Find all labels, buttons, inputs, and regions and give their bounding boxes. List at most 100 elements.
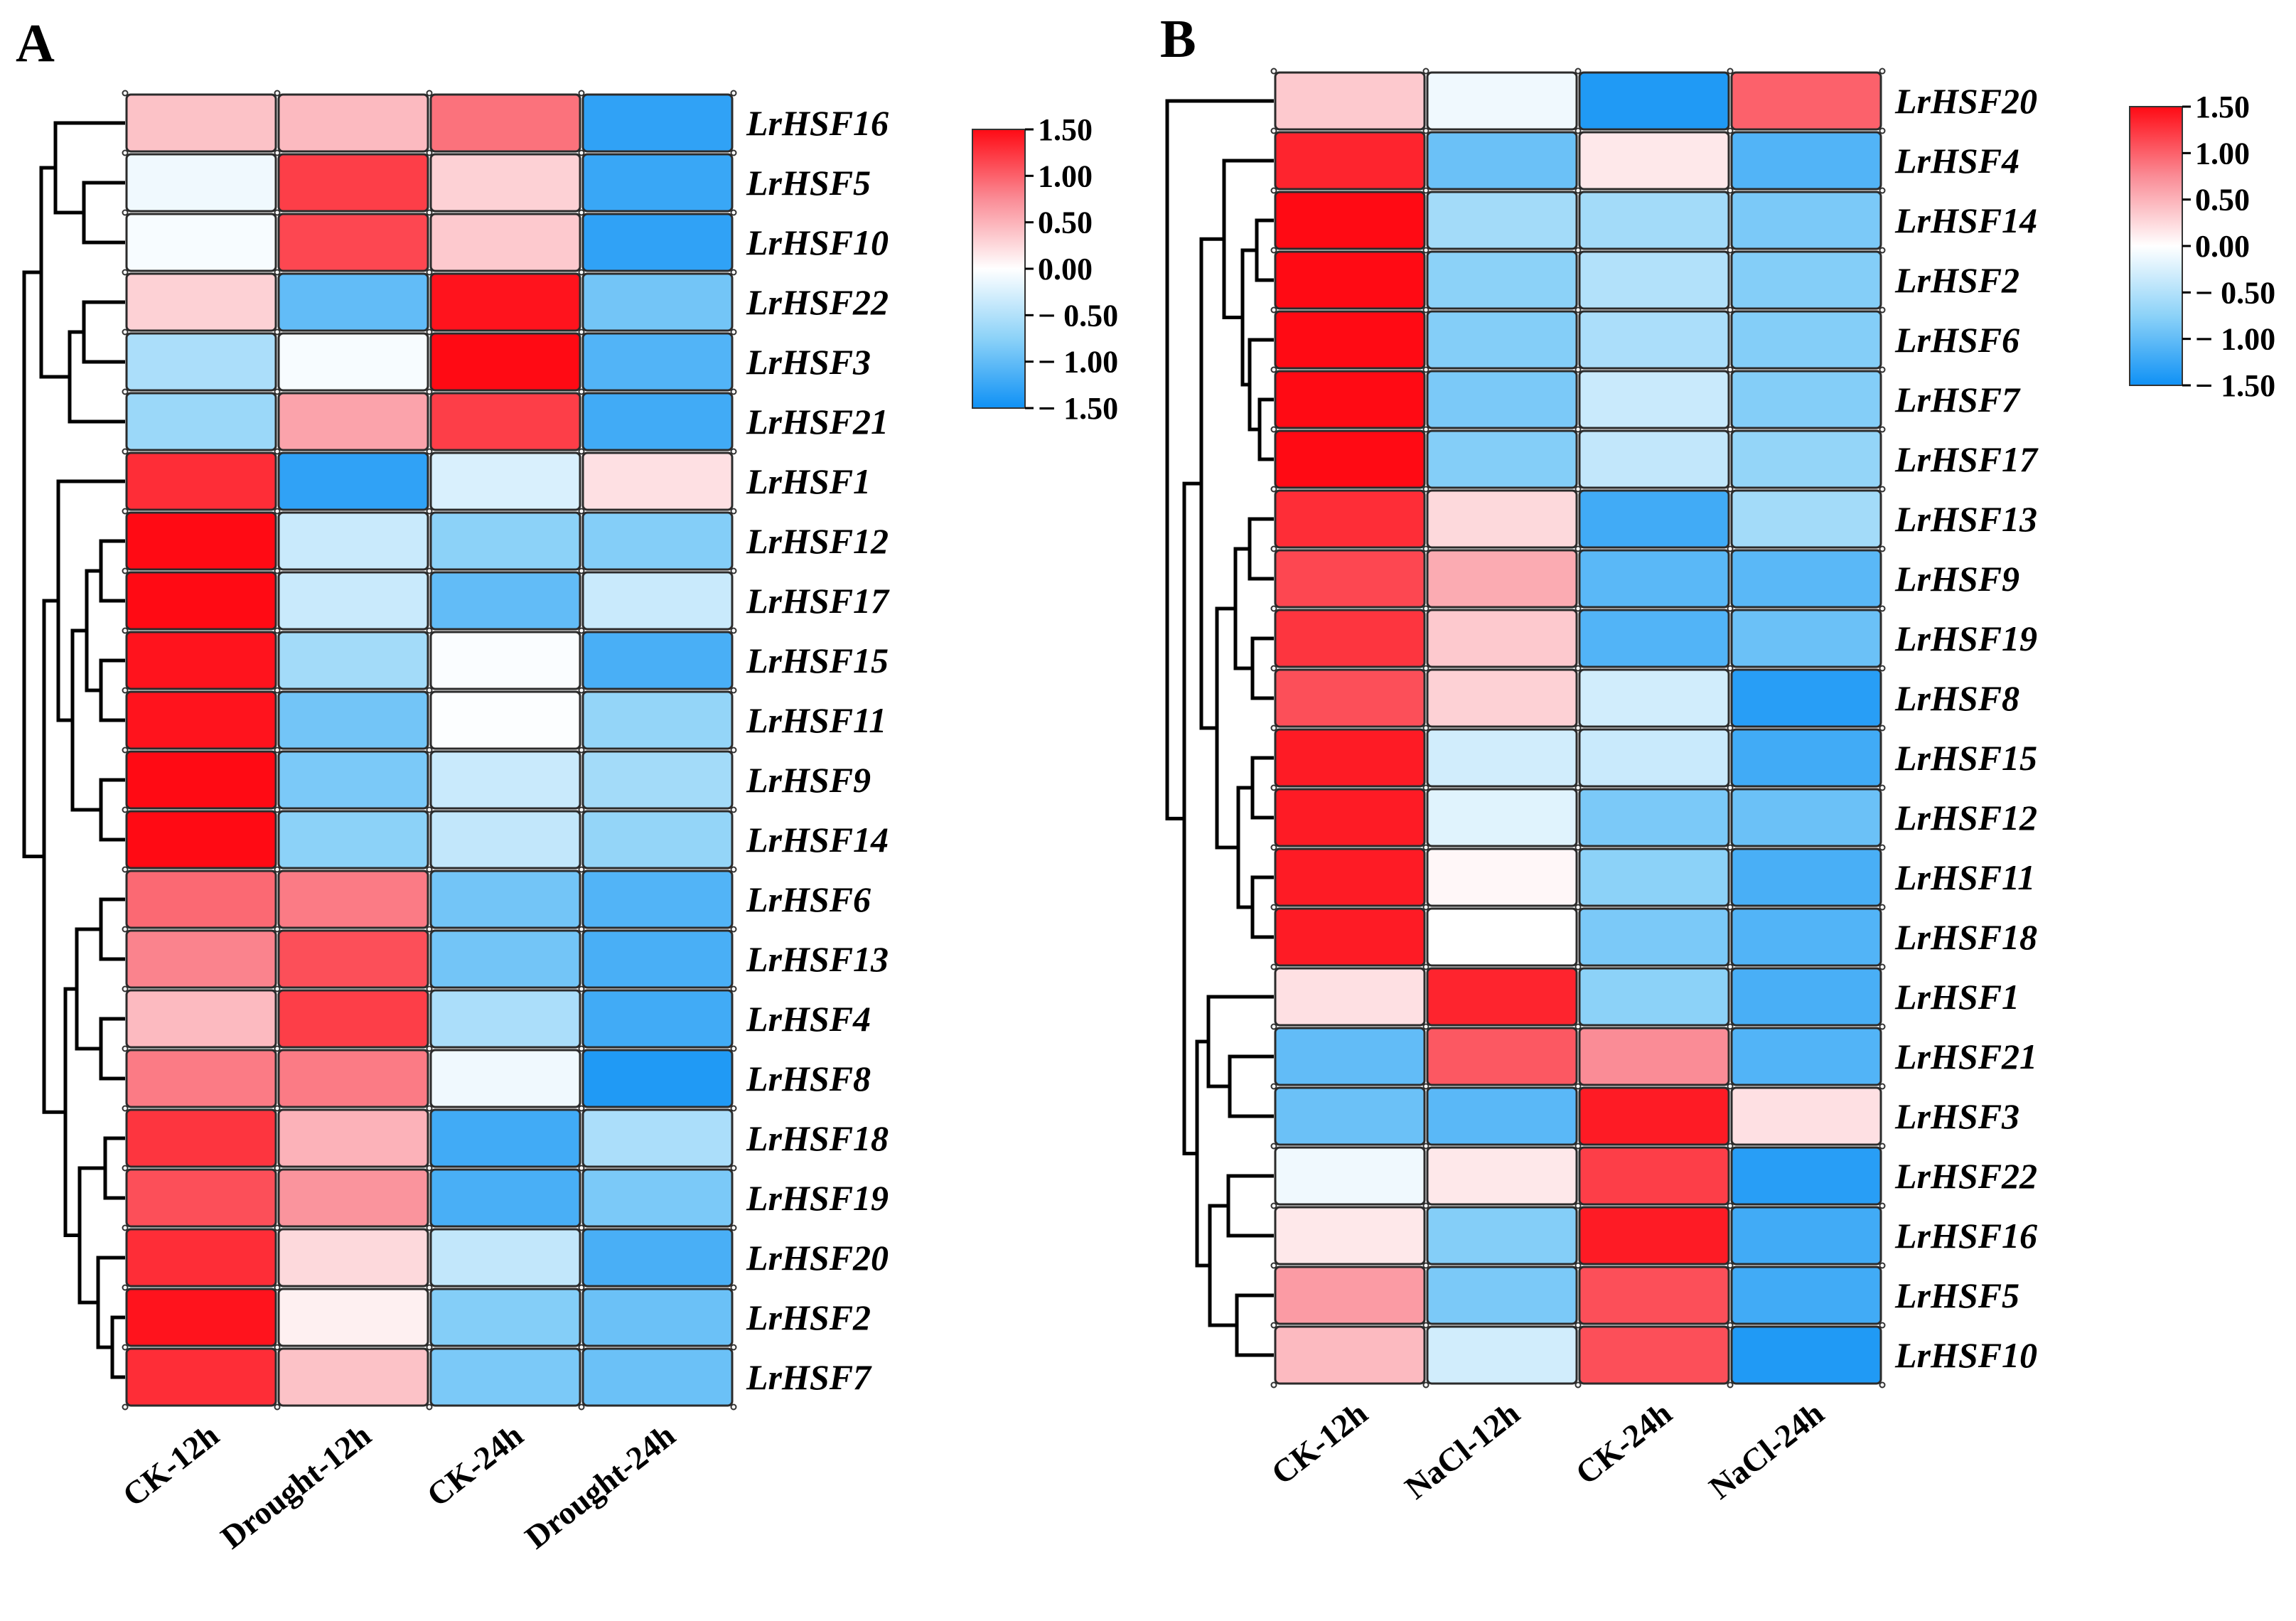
colorbar-tick-label: 0.50 xyxy=(2195,183,2250,218)
heatmap-cell xyxy=(277,929,429,989)
row-label: LrHSF7 xyxy=(746,1357,872,1397)
row-label: LrHSF16 xyxy=(1894,1216,2037,1256)
grid-node xyxy=(1879,545,1886,552)
grid-node xyxy=(1879,1262,1886,1269)
grid-node xyxy=(1879,904,1886,911)
heatmap-cell xyxy=(125,1108,277,1168)
heatmap-cell xyxy=(581,810,734,870)
grid-node xyxy=(578,866,585,873)
heatmap-cell xyxy=(1274,310,1426,370)
grid-node xyxy=(426,90,433,97)
grid-node xyxy=(122,269,129,276)
grid-node xyxy=(122,448,129,455)
heatmap-cell xyxy=(581,1049,734,1108)
row-label: LrHSF10 xyxy=(746,223,889,262)
grid-node xyxy=(274,1045,281,1052)
colorbar-a: 1.50 1.00 0.50 0.00 − 0.50 − 1.00 − 1.50 xyxy=(972,112,1118,426)
heatmap-cell xyxy=(429,153,581,213)
grid-node xyxy=(1575,963,1582,970)
heatmap-cell xyxy=(1274,1266,1426,1325)
heatmap-cell xyxy=(429,1228,581,1288)
grid-node xyxy=(426,1105,433,1112)
heatmap-cell xyxy=(1730,250,1882,310)
row-label: LrHSF18 xyxy=(746,1118,889,1158)
grid-node xyxy=(1575,127,1582,134)
heatmap-cell xyxy=(1274,489,1426,549)
grid-node xyxy=(578,448,585,455)
grid-node xyxy=(274,1344,281,1351)
grid-node xyxy=(730,1344,737,1351)
grid-node xyxy=(730,1403,737,1411)
grid-node xyxy=(1422,1023,1429,1030)
heatmap-cell xyxy=(1426,1206,1578,1266)
heatmap-cell xyxy=(1730,429,1882,489)
column-label: NaCl-12h xyxy=(1398,1395,1526,1507)
row-label: LrHSF16 xyxy=(746,103,889,143)
grid-node xyxy=(578,687,585,694)
colorbar-tick-label: 0.50 xyxy=(1038,205,1093,240)
grid-node xyxy=(1879,784,1886,791)
grid-node xyxy=(1270,1262,1277,1269)
grid-node xyxy=(730,567,737,574)
grid-node xyxy=(274,1165,281,1172)
heatmap-cell xyxy=(1426,131,1578,191)
heatmap-cell xyxy=(1426,1266,1578,1325)
grid-node xyxy=(1727,127,1734,134)
colorbar-tick-label: − 1.00 xyxy=(2195,322,2275,357)
heatmap-cell xyxy=(1730,728,1882,788)
row-label: LrHSF13 xyxy=(1894,499,2037,539)
row-label: LrHSF1 xyxy=(1894,977,2019,1017)
column-labels-b: CK-12h NaCl-12h CK-24h NaCl-24h xyxy=(1265,1395,1830,1507)
heatmap-cell xyxy=(1578,250,1730,310)
grid-node xyxy=(1422,1262,1429,1269)
dendrogram-branch xyxy=(68,330,125,424)
heatmap-cell xyxy=(1578,967,1730,1027)
row-label: LrHSF4 xyxy=(1894,141,2019,181)
grid-node xyxy=(1727,545,1734,552)
heatmap-cell xyxy=(1426,847,1578,907)
heatmap-cell xyxy=(429,929,581,989)
heatmap-cell xyxy=(277,1168,429,1228)
heatmap-cell xyxy=(1426,549,1578,609)
grid-node xyxy=(1879,1381,1886,1389)
grid-node xyxy=(1270,545,1277,552)
heatmap-cell xyxy=(1274,967,1426,1027)
heatmap-cell xyxy=(1426,250,1578,310)
heatmap-cell xyxy=(277,631,429,690)
heatmap-cell xyxy=(1578,1266,1730,1325)
heatmap-cell xyxy=(1426,788,1578,847)
row-label: LrHSF15 xyxy=(1894,738,2037,778)
heatmap-cell xyxy=(1578,429,1730,489)
grid-node xyxy=(274,627,281,634)
grid-node xyxy=(1422,1083,1429,1090)
heatmap-cell xyxy=(125,511,277,571)
grid-node xyxy=(1727,306,1734,314)
grid-node xyxy=(1575,486,1582,493)
grid-node xyxy=(1422,366,1429,373)
panel-label-b: B xyxy=(1160,9,1196,69)
grid-node xyxy=(1270,426,1277,433)
grid-node xyxy=(1422,306,1429,314)
dendrogram-branch xyxy=(1235,1293,1274,1357)
grid-node xyxy=(730,448,737,455)
dendrogram-branch xyxy=(99,539,125,603)
heatmap-cell xyxy=(1426,310,1578,370)
grid-node xyxy=(1575,844,1582,851)
dendrogram-branch xyxy=(1236,786,1252,909)
colorbar-tick-label: − 0.50 xyxy=(2195,275,2275,310)
grid-node xyxy=(1270,1143,1277,1150)
heatmap-cell xyxy=(277,870,429,929)
grid-node xyxy=(426,388,433,395)
heatmap-cell xyxy=(581,392,734,451)
heatmap-cell xyxy=(581,93,734,153)
heatmap-cell xyxy=(1426,668,1578,728)
grid-node xyxy=(274,90,281,97)
heatmap-cell xyxy=(1730,71,1882,131)
grid-node xyxy=(1270,486,1277,493)
grid-node xyxy=(578,1045,585,1052)
grid-node xyxy=(578,567,585,574)
grid-node xyxy=(1879,1023,1886,1030)
row-label: LrHSF19 xyxy=(746,1178,889,1218)
dendrogram-branch xyxy=(22,270,44,859)
heatmap-cell xyxy=(277,1108,429,1168)
